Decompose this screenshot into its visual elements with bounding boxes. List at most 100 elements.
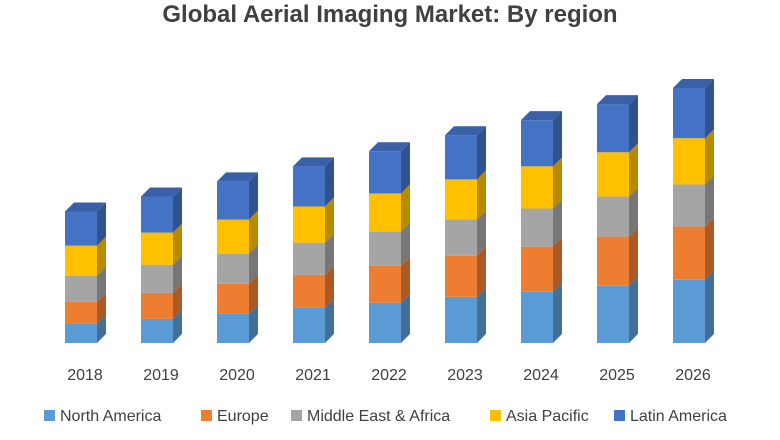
legend-item-north-america: North America xyxy=(44,408,161,425)
bar-side xyxy=(629,227,638,286)
bar-front xyxy=(673,138,705,185)
bar-front xyxy=(141,196,173,233)
bar-2023-europe xyxy=(445,246,486,297)
bar-2022-latin-america xyxy=(369,142,410,194)
bar-side xyxy=(401,256,410,303)
legend-label: Europe xyxy=(217,408,269,425)
bar-front xyxy=(521,166,553,209)
bar-front xyxy=(445,179,477,220)
bar-top-2020 xyxy=(217,172,258,182)
bar-front xyxy=(65,245,97,276)
bar-front xyxy=(673,184,705,227)
bar-2019-latin-america xyxy=(141,187,182,233)
bar-2020-middle-east-africa xyxy=(217,244,258,284)
bar-side xyxy=(553,237,562,292)
bar-side xyxy=(629,187,638,237)
bar-side xyxy=(705,217,714,280)
legend-item-europe: Europe xyxy=(201,408,269,425)
bar-2019-north-america xyxy=(141,309,182,343)
bar-side xyxy=(629,95,638,153)
bar-front xyxy=(369,231,401,266)
bar-2025-latin-america xyxy=(597,95,638,153)
bar-front xyxy=(521,291,553,343)
bar-side xyxy=(249,244,258,284)
x-tick-label: 2021 xyxy=(295,367,331,384)
bar-front xyxy=(597,236,629,286)
legend-label: Asia Pacific xyxy=(506,408,589,425)
bar-2021-latin-america xyxy=(293,157,334,207)
bar-2026-north-america xyxy=(673,270,714,343)
bar-2021-north-america xyxy=(293,298,334,343)
bar-side xyxy=(629,143,638,197)
bar-front xyxy=(65,301,97,324)
bar-front xyxy=(65,275,97,302)
bar-top-2021 xyxy=(293,157,334,167)
bar-side xyxy=(553,199,562,247)
bar-front xyxy=(597,104,629,153)
bar-top-2025 xyxy=(597,95,638,105)
bar-side xyxy=(173,187,182,233)
bar-2026-latin-america xyxy=(673,79,714,139)
bar-2019-asia-pacific xyxy=(141,223,182,265)
bar-2018-asia-pacific xyxy=(65,236,106,276)
bar-front xyxy=(673,279,705,343)
bar-front xyxy=(141,264,173,293)
legend-item-latin-america: Latin America xyxy=(614,408,727,425)
bar-front xyxy=(673,88,705,139)
bar-side xyxy=(629,276,638,343)
bar-front xyxy=(141,232,173,265)
bar-2026-middle-east-africa xyxy=(673,175,714,227)
bar-2021-europe xyxy=(293,265,334,308)
bar-side xyxy=(477,210,486,256)
bar-side xyxy=(477,126,486,180)
bar-side xyxy=(249,274,258,314)
bar-2023-middle-east-africa xyxy=(445,210,486,256)
bar-2018-latin-america xyxy=(65,202,106,246)
bar-side xyxy=(705,129,714,185)
x-tick-label: 2024 xyxy=(523,367,559,384)
bar-front xyxy=(293,242,325,275)
bar-side xyxy=(401,222,410,266)
bar-2018-europe xyxy=(65,292,106,324)
x-tick-label: 2023 xyxy=(447,367,483,384)
bar-side xyxy=(325,298,334,343)
bar-side xyxy=(553,282,562,343)
bar-side xyxy=(553,157,562,209)
bar-front xyxy=(369,193,401,232)
bar-front xyxy=(597,285,629,343)
bar-front xyxy=(65,211,97,246)
bar-2025-asia-pacific xyxy=(597,143,638,197)
bar-side xyxy=(553,111,562,167)
bar-side xyxy=(325,197,334,243)
bar-2024-north-america xyxy=(521,282,562,343)
bar-2021-middle-east-africa xyxy=(293,233,334,275)
bar-side xyxy=(401,142,410,194)
bar-2021-asia-pacific xyxy=(293,197,334,243)
bar-2020-north-america xyxy=(217,304,258,343)
bar-top-2019 xyxy=(141,187,182,197)
bar-top-2023 xyxy=(445,126,486,136)
bar-front xyxy=(521,208,553,247)
bar-front xyxy=(217,253,249,284)
bar-side xyxy=(173,283,182,319)
legend-label: North America xyxy=(60,408,161,425)
bar-side xyxy=(325,265,334,308)
bar-side xyxy=(705,270,714,343)
bar-2024-middle-east-africa xyxy=(521,199,562,247)
legend-item-asia-pacific: Asia Pacific xyxy=(490,408,589,425)
bar-2022-middle-east-africa xyxy=(369,222,410,266)
legend-label: Middle East & Africa xyxy=(307,408,450,425)
bar-front xyxy=(65,323,97,343)
bar-front xyxy=(597,152,629,197)
bar-2019-middle-east-africa xyxy=(141,255,182,293)
bar-front xyxy=(141,318,173,343)
bar-2026-asia-pacific xyxy=(673,129,714,185)
bar-front xyxy=(293,274,325,308)
legend-swatch xyxy=(201,410,212,421)
x-tick-label: 2018 xyxy=(67,367,103,384)
bar-front xyxy=(293,166,325,207)
bar-2019-europe xyxy=(141,283,182,319)
x-tick-label: 2020 xyxy=(219,367,255,384)
bar-side xyxy=(173,309,182,343)
